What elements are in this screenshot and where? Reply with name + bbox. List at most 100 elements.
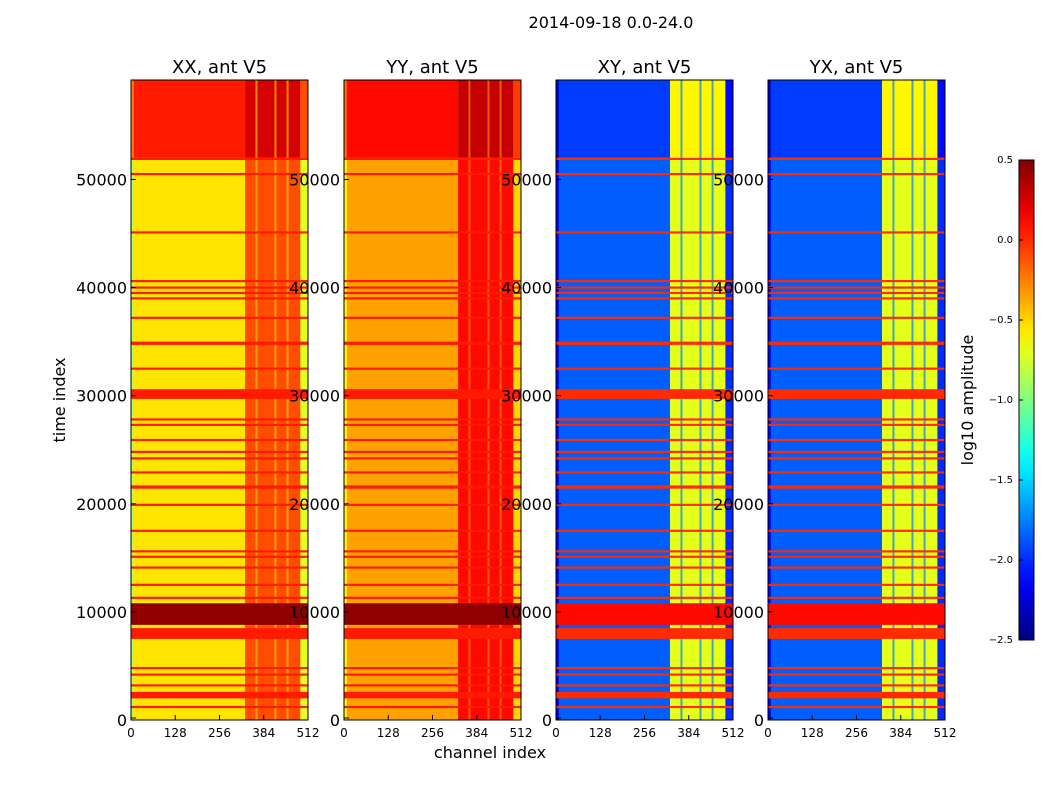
panel-title: XY, ant V5 (598, 57, 692, 78)
channel-gap (255, 80, 258, 720)
x-tick-label: 128 (164, 726, 187, 740)
heatmap-stripe (131, 291, 308, 295)
x-tick-label: 0 (764, 726, 772, 740)
heatmap-stripe (768, 673, 945, 676)
heatmap-stripe (556, 583, 733, 586)
channel-gap (286, 80, 289, 720)
heatmap-stripe (768, 418, 945, 421)
y-tick-label: 10000 (713, 603, 764, 622)
heatmap-stripe (344, 297, 521, 300)
heatmap-stripe (131, 418, 308, 421)
heatmap-stripe (344, 423, 521, 426)
heatmap-stripe (131, 550, 308, 553)
y-tick-label: 20000 (713, 495, 764, 514)
y-tick-label: 10000 (289, 603, 340, 622)
y-tick-label: 50000 (713, 170, 764, 189)
heatmap-stripe (344, 316, 521, 319)
heatmap-stripe (131, 280, 308, 283)
heatmap-upper-background (131, 80, 246, 158)
heatmap-stripe (131, 286, 308, 289)
heatmap-stripe (344, 673, 521, 676)
heatmap-stripe (131, 684, 308, 687)
heatmap-stripe (768, 438, 945, 442)
heatmap-stripe (768, 291, 945, 295)
heatmap-stripe (344, 389, 521, 399)
heatmap-stripe (131, 583, 308, 586)
y-tick-label: 40000 (713, 279, 764, 298)
heatmap-stripe (556, 457, 733, 460)
colorbar-tick-label: −2.0 (989, 555, 1013, 566)
channel-gap (711, 80, 714, 720)
heatmap-stripe (131, 389, 308, 399)
heatmap-stripe (768, 684, 945, 687)
heatmap-upper-background (344, 80, 459, 158)
y-tick-label: 50000 (501, 170, 552, 189)
heatmap-stripe (556, 673, 733, 676)
heatmap-upper-edge (513, 80, 521, 158)
heatmap-upper-edge (344, 80, 347, 158)
heatmap-stripe (556, 297, 733, 300)
heatmap-stripe (768, 583, 945, 586)
heatmap-stripe (768, 297, 945, 300)
x-axis-label: channel index (434, 743, 546, 762)
heatmap-stripe (768, 596, 945, 599)
heatmap-stripe (344, 628, 521, 639)
heatmap-stripe (344, 566, 521, 569)
heatmap-stripe (344, 457, 521, 460)
heatmap-stripe (344, 471, 521, 474)
heatmap-stripe (768, 471, 945, 474)
colorbar-tick-label: 0.5 (997, 155, 1013, 166)
channel-gap (892, 80, 895, 720)
channel-gap (499, 80, 502, 720)
y-axis-label: time index (50, 357, 69, 442)
heatmap-stripe (344, 529, 521, 532)
heatmap-stripe (556, 389, 733, 399)
heatmap-stripe (131, 438, 308, 442)
heatmap-stripe (131, 566, 308, 569)
y-tick-label: 0 (542, 711, 552, 730)
heatmap-stripe (768, 280, 945, 283)
heatmap-stripe (344, 550, 521, 553)
y-tick-label: 30000 (289, 387, 340, 406)
heatmap-stripe (131, 485, 308, 489)
heatmap-stripe (768, 485, 945, 489)
heatmap-stripe (131, 691, 308, 699)
heatmap-stripe (556, 280, 733, 283)
heatmap-upper-edge (768, 80, 771, 158)
y-tick-label: 50000 (289, 170, 340, 189)
heatmap-stripe (556, 503, 733, 506)
heatmap-stripe (344, 596, 521, 599)
heatmap-block (556, 603, 733, 625)
x-tick-label: 0 (552, 726, 560, 740)
channel-gap (911, 80, 914, 720)
heatmap-block (344, 603, 521, 625)
heatmap-stripe (131, 596, 308, 599)
heatmap-stripe (131, 297, 308, 300)
heatmap-stripe (131, 667, 308, 670)
x-tick-label: 384 (889, 726, 912, 740)
heatmap-stripe (344, 280, 521, 283)
panel-title: XX, ant V5 (172, 57, 267, 78)
x-tick-label: 512 (297, 726, 320, 740)
heatmap-stripe (768, 157, 945, 160)
heatmap-stripe (768, 172, 945, 176)
heatmap-stripe (556, 423, 733, 426)
colorbar-label: log10 amplitude (958, 335, 977, 466)
heatmap-stripe (768, 667, 945, 670)
x-tick-label: 128 (377, 726, 400, 740)
heatmap-stripe (768, 705, 945, 709)
heatmap-stripe (768, 286, 945, 289)
heatmap-stripe (556, 316, 733, 319)
heatmap-stripe (131, 367, 308, 370)
heatmap-stripe (556, 550, 733, 553)
heatmap-upper-hot-channels (245, 80, 301, 158)
heatmap-stripe (556, 418, 733, 421)
heatmap-stripe (131, 673, 308, 676)
heatmap-stripe (768, 316, 945, 319)
colorbar-tick-label: −1.5 (989, 475, 1013, 486)
heatmap-stripe (556, 471, 733, 474)
heatmap-upper-hot-channels (882, 80, 938, 158)
panel-3: YX, ant V5 0 128 256 384 512 0 10000 20000 30000 4… (713, 57, 956, 740)
